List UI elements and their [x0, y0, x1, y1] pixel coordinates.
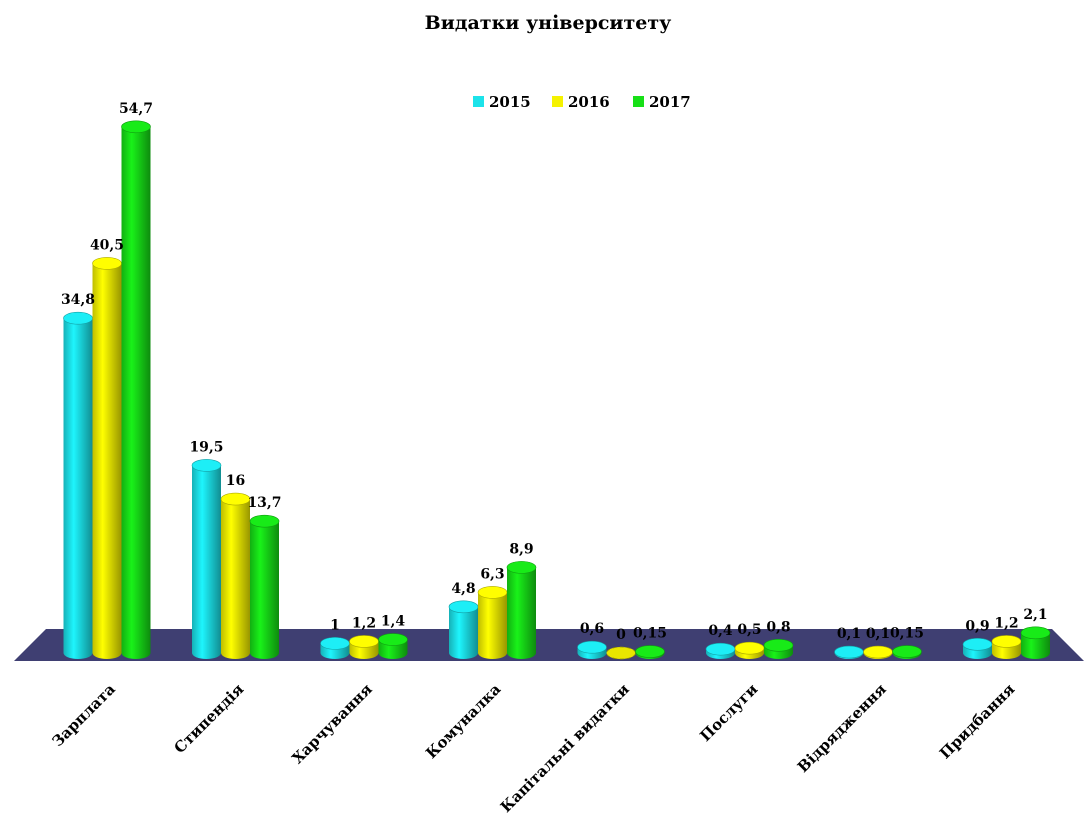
legend-swatch-2015: [473, 96, 484, 107]
bar-стипендія-2017: [249, 514, 280, 659]
value-label-стипендія-2016: 16: [226, 473, 245, 489]
value-label-харчування-2017: 1,4: [381, 614, 406, 630]
value-label-послуги-2016: 0,5: [737, 622, 761, 638]
category-label-відрядження: Відрядження: [794, 680, 890, 776]
category-label-капітальні-видатки: Капітальні видатки: [497, 680, 633, 816]
legend-swatch-2016: [552, 96, 563, 107]
bar-зарплата-2017: [121, 120, 151, 659]
legend-label-2017: 2017: [649, 93, 691, 111]
bar-зарплата-2016: [92, 257, 122, 659]
value-label-придбання-2016: 1,2: [994, 615, 1018, 631]
value-label-послуги-2015: 0,4: [708, 623, 733, 639]
bar-послуги-2015: [705, 642, 736, 659]
bar-комуналка-2015: [448, 600, 479, 659]
bar-капітальні-видатки-2015: [577, 640, 607, 659]
bar-комуналка-2016: [477, 586, 508, 659]
value-label-придбання-2015: 0,9: [965, 618, 989, 634]
value-label-харчування-2016: 1,2: [352, 615, 376, 631]
value-label-відрядження-2016: 0,1: [866, 626, 890, 642]
bar-придбання-2015: [962, 638, 993, 659]
bar-стипендія-2015: [191, 459, 222, 659]
value-label-послуги-2017: 0,8: [766, 619, 790, 635]
value-label-капітальні-видатки-2015: 0,6: [580, 621, 604, 637]
bar-послуги-2017: [763, 639, 794, 659]
bar-харчування-2015: [320, 637, 350, 659]
legend-swatch-2017: [633, 96, 644, 107]
bar-капітальні-видатки-2016: [606, 646, 636, 660]
value-label-харчування-2015: 1: [330, 617, 340, 633]
bar-харчування-2017: [378, 633, 408, 659]
value-label-відрядження-2015: 0,1: [837, 626, 861, 642]
category-label-стипендія: Стипендія: [171, 680, 248, 757]
bar-зарплата-2015: [63, 311, 93, 659]
value-label-комуналка-2015: 4,8: [451, 581, 475, 597]
legend: 2015 2016 2017: [473, 93, 691, 111]
value-label-стипендія-2015: 19,5: [189, 439, 223, 455]
bar-придбання-2016: [991, 635, 1022, 659]
chart-title: Видатки університету: [425, 12, 672, 34]
legend-label-2015: 2015: [489, 93, 531, 111]
chart-floor: [14, 629, 1084, 661]
category-labels-group: Зарплата Стипендія Харчування КомуналкаКапі…: [49, 680, 1019, 816]
value-label-зарплата-2016: 40,5: [90, 237, 124, 253]
value-label-стипендія-2017: 13,7: [247, 495, 281, 511]
bar-харчування-2016: [349, 635, 379, 659]
bar-капітальні-видатки-2017: [635, 645, 665, 659]
value-label-капітальні-видатки-2016: 0: [616, 627, 626, 643]
value-label-комуналка-2016: 6,3: [480, 566, 504, 582]
category-label-послуги: Послуги: [696, 680, 761, 745]
category-label-придбання: Придбання: [936, 680, 1018, 762]
bar-комуналка-2017: [506, 561, 537, 659]
bar-відрядження-2017: [892, 645, 922, 659]
bar-послуги-2016: [734, 641, 765, 659]
value-label-комуналка-2017: 8,9: [509, 541, 533, 557]
value-label-капітальні-видатки-2017: 0,15: [633, 626, 667, 642]
bars-group: [63, 120, 1051, 660]
category-label-харчування: Харчування: [288, 680, 375, 767]
category-label-зарплата: Зарплата: [49, 680, 119, 750]
bar-відрядження-2016: [863, 645, 893, 659]
value-label-зарплата-2015: 34,8: [61, 292, 95, 308]
bar-стипендія-2016: [220, 492, 251, 659]
category-label-комуналка: Комуналка: [422, 680, 504, 762]
value-label-придбання-2017: 2,1: [1023, 607, 1047, 623]
legend-label-2016: 2016: [568, 93, 610, 111]
value-label-відрядження-2017: 0,15: [890, 626, 924, 642]
bar-придбання-2017: [1020, 626, 1051, 659]
bar-відрядження-2015: [834, 645, 864, 659]
value-label-зарплата-2017: 54,7: [119, 101, 153, 117]
